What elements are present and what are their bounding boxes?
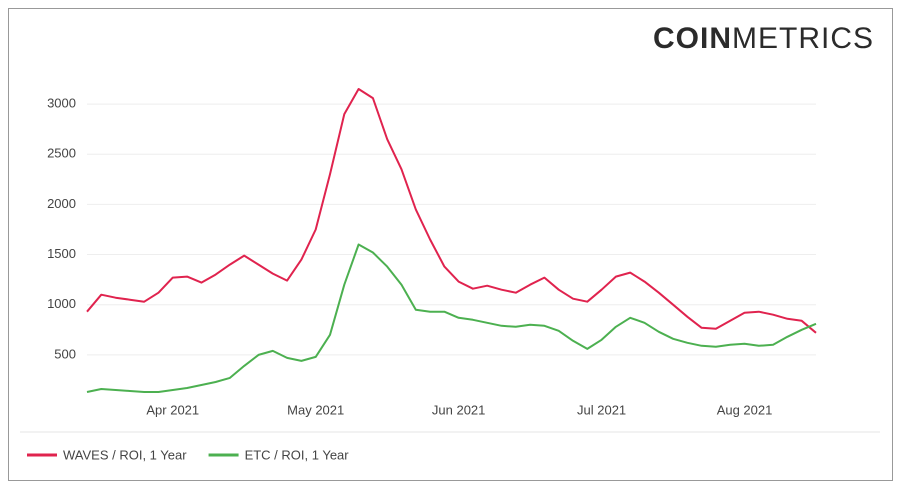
y-tick-label: 500: [54, 346, 76, 361]
frame: [8, 8, 893, 481]
logo-light: METRICS: [732, 22, 874, 55]
legend-label: WAVES / ROI, 1 Year: [63, 447, 187, 462]
logo-bold: COIN: [653, 22, 732, 55]
x-tick-label: Jun 2021: [432, 402, 486, 417]
y-tick-label: 1500: [47, 246, 76, 261]
y-tick-label: 1000: [47, 296, 76, 311]
y-tick-label: 2000: [47, 196, 76, 211]
x-tick-label: Apr 2021: [146, 402, 199, 417]
series-line: [86, 243, 817, 393]
series-line: [86, 88, 817, 334]
x-tick-label: Jul 2021: [577, 402, 626, 417]
x-tick-label: Aug 2021: [717, 402, 773, 417]
x-tick-label: May 2021: [287, 402, 344, 417]
y-tick-label: 3000: [47, 96, 76, 111]
logo: COINMETRICS: [653, 22, 874, 55]
legend-label: ETC / ROI, 1 Year: [245, 447, 350, 462]
y-tick-label: 2500: [47, 146, 76, 161]
